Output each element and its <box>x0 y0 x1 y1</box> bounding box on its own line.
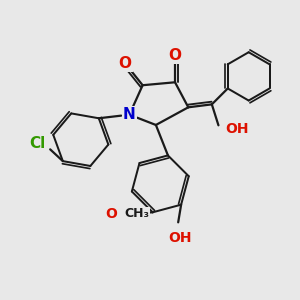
Text: O: O <box>118 56 131 70</box>
Text: O: O <box>169 48 182 63</box>
Text: N: N <box>123 107 136 122</box>
Text: OH: OH <box>168 231 191 245</box>
Text: O: O <box>106 207 117 221</box>
Text: CH₃: CH₃ <box>124 207 149 220</box>
Text: Cl: Cl <box>30 136 46 151</box>
Text: OH: OH <box>225 122 249 136</box>
